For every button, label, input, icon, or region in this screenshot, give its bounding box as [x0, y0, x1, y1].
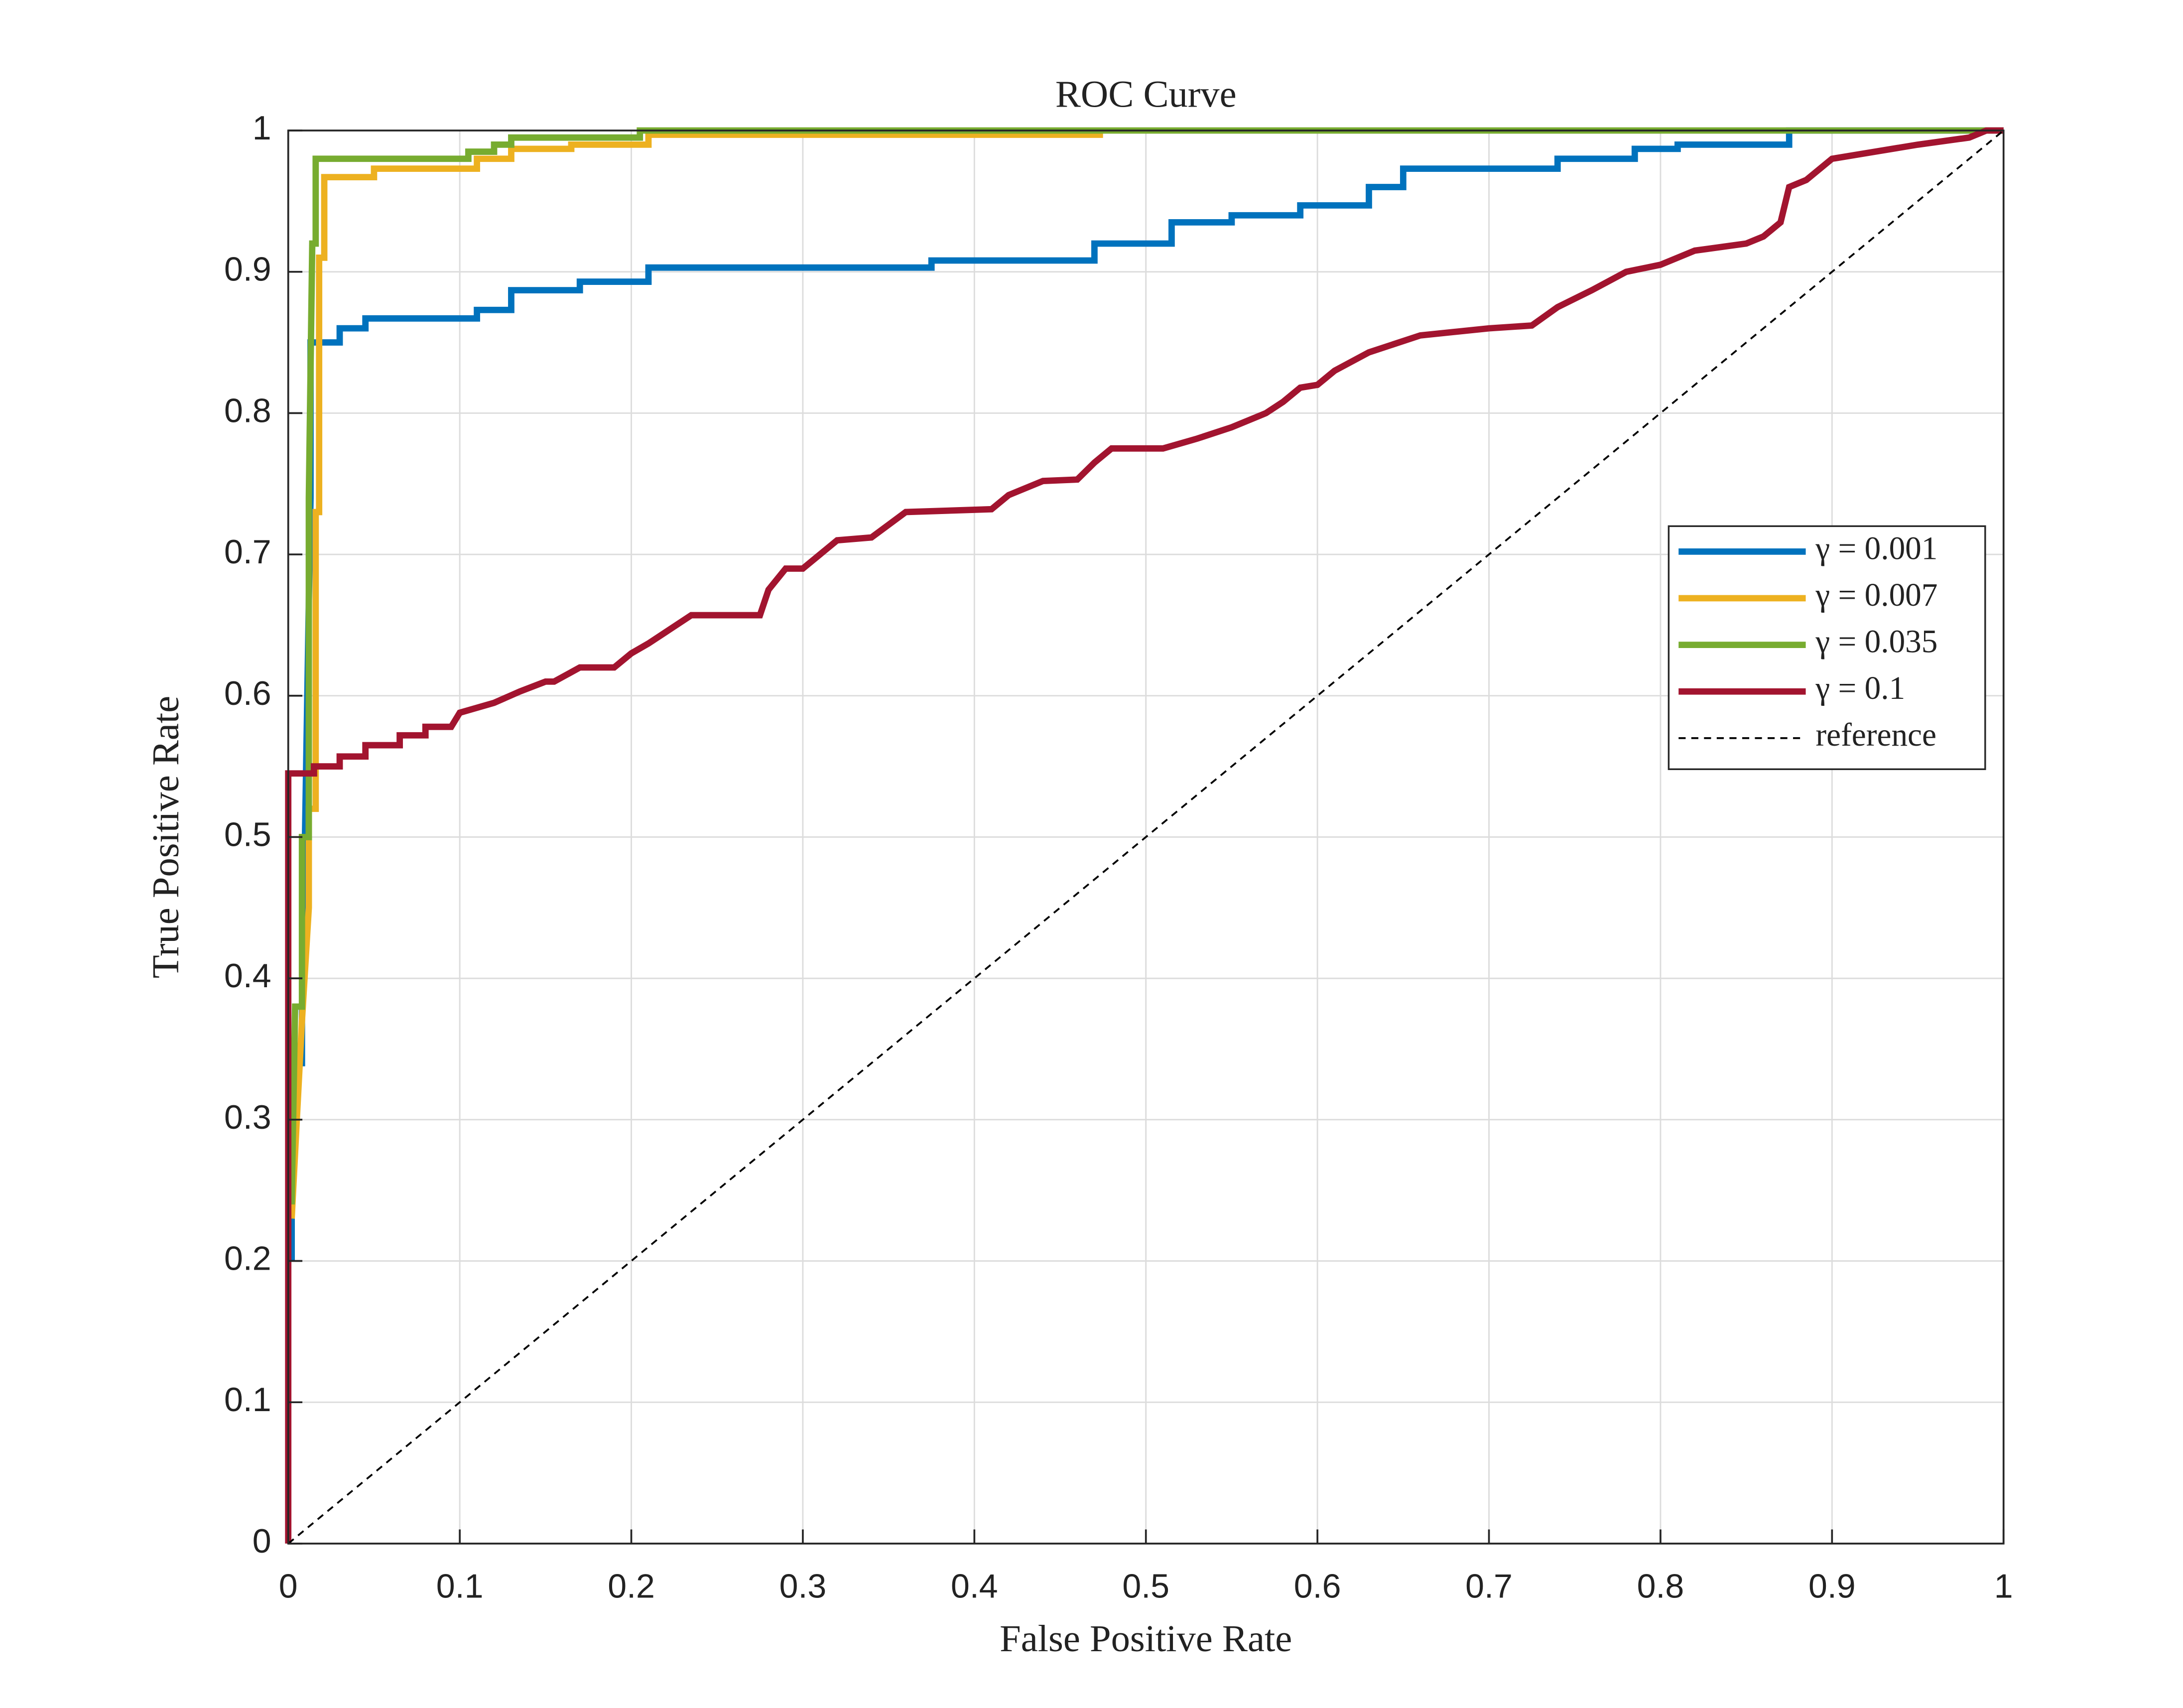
- y-tick-label: 0.8: [224, 392, 271, 429]
- plot-area: [285, 127, 2004, 1545]
- x-tick-label: 0.3: [779, 1568, 827, 1605]
- y-tick-label: 0.6: [224, 674, 271, 712]
- y-tick-label: 0.7: [224, 533, 271, 571]
- x-tick-label: 0.1: [436, 1568, 484, 1605]
- x-tick-label: 1: [1994, 1568, 2013, 1605]
- legend-label: γ = 0.007: [1815, 577, 1937, 613]
- x-tick-label: 0.2: [608, 1568, 655, 1605]
- roc-line: [288, 127, 2004, 1261]
- y-tick-label: 0.2: [224, 1240, 271, 1278]
- axes: 0 0.1 0.2 0.3 0.4 0.5 0.6 0.7 0.8 0.9 1 0 0.1 0.2 0.3 0…: [224, 109, 2013, 1605]
- x-tick-label: 0.6: [1294, 1568, 1341, 1605]
- legend-label: γ = 0.1: [1815, 670, 1905, 706]
- x-tick-label: 0: [279, 1568, 298, 1605]
- legend-label: reference: [1815, 717, 1936, 753]
- x-tick-label: 0.5: [1122, 1568, 1169, 1605]
- roc-line: [287, 130, 2004, 1545]
- y-tick-label: 0.3: [224, 1098, 271, 1136]
- y-tick-label: 0: [253, 1522, 271, 1560]
- y-axis-label: True Positive Rate: [144, 696, 187, 978]
- roc-line: [288, 127, 2004, 1205]
- y-tick-label: 0.9: [224, 251, 271, 288]
- roc-line: [285, 127, 2004, 1544]
- y-tick-label: 0.5: [224, 815, 271, 853]
- x-tick-label: 0.7: [1465, 1568, 1513, 1605]
- x-tick-label: 0.8: [1637, 1568, 1684, 1605]
- chart-title: ROC Curve: [1055, 73, 1237, 115]
- x-tick-label: 0.4: [951, 1568, 998, 1605]
- y-tick-label: 1: [253, 109, 271, 147]
- x-tick-label: 0.9: [1808, 1568, 1856, 1605]
- legend-label: γ = 0.001: [1815, 530, 1937, 566]
- y-tick-label: 0.1: [224, 1381, 271, 1419]
- legend-label: γ = 0.035: [1815, 624, 1937, 660]
- y-tick-label: 0.4: [224, 957, 271, 995]
- x-axis-label: False Positive Rate: [1000, 1617, 1292, 1660]
- legend: γ = 0.001 γ = 0.007 γ = 0.035 γ = 0.1 refere…: [1668, 525, 1986, 770]
